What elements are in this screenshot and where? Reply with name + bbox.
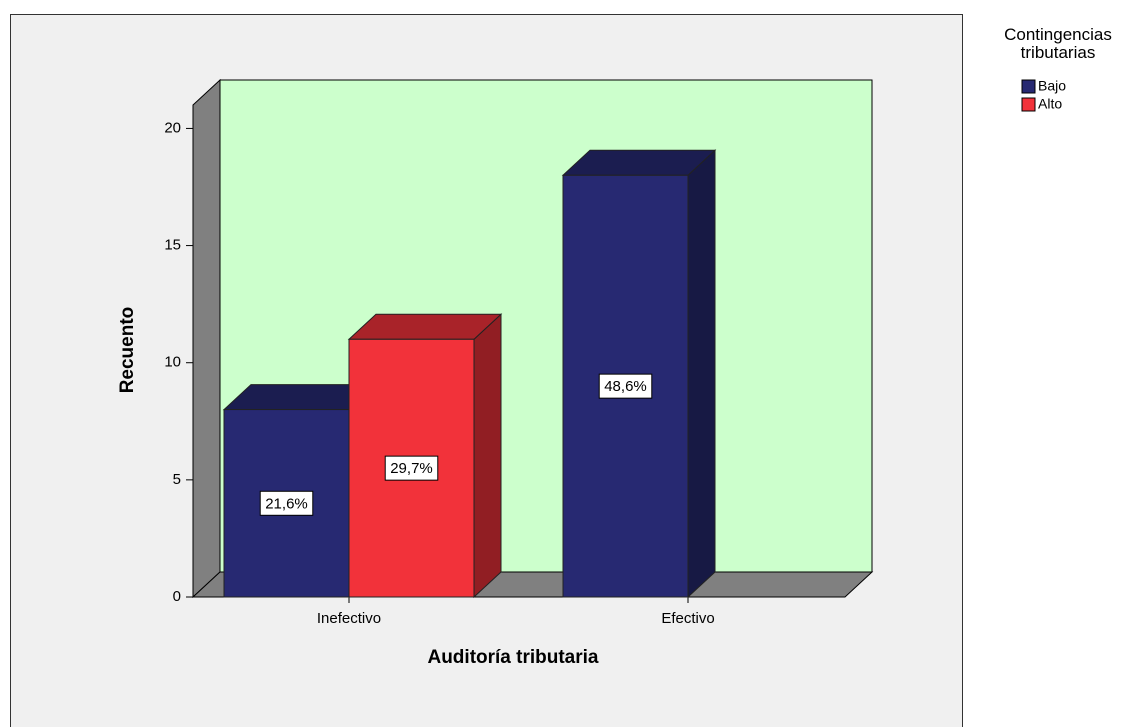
x-tick-label: Efectivo [661,610,714,627]
y-axis-title: Recuento [117,307,138,394]
legend-swatch [1021,97,1036,112]
bar-top [561,149,717,176]
y-tick-label: 10 [164,354,181,371]
side-wall [192,78,221,599]
y-tick-label: 5 [173,471,181,488]
x-tick-label: Inefectivo [317,610,381,627]
x-axis-title: Auditoría tributaria [427,647,598,668]
legend-title: Contingencias tributarias [1004,25,1112,62]
value-label: 21,6% [265,495,308,512]
value-label-box [384,455,439,481]
value-label: 48,6% [604,378,647,395]
y-tick-label: 0 [173,588,181,605]
y-tick-label: 15 [164,237,181,254]
value-label-box [598,373,653,399]
y-tick-label: 20 [164,119,181,136]
bar-side [687,149,716,599]
legend-swatch [1021,79,1036,94]
bar-top [347,313,503,340]
legend-label: Bajo [1038,78,1066,94]
value-label-box [259,490,314,516]
legend-label: Alto [1038,96,1062,112]
bar-side [473,313,502,599]
value-label: 29,7% [390,460,433,477]
